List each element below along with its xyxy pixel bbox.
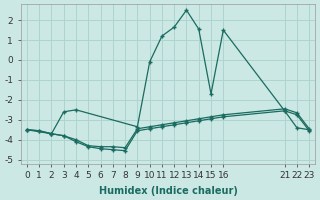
X-axis label: Humidex (Indice chaleur): Humidex (Indice chaleur) — [99, 186, 237, 196]
